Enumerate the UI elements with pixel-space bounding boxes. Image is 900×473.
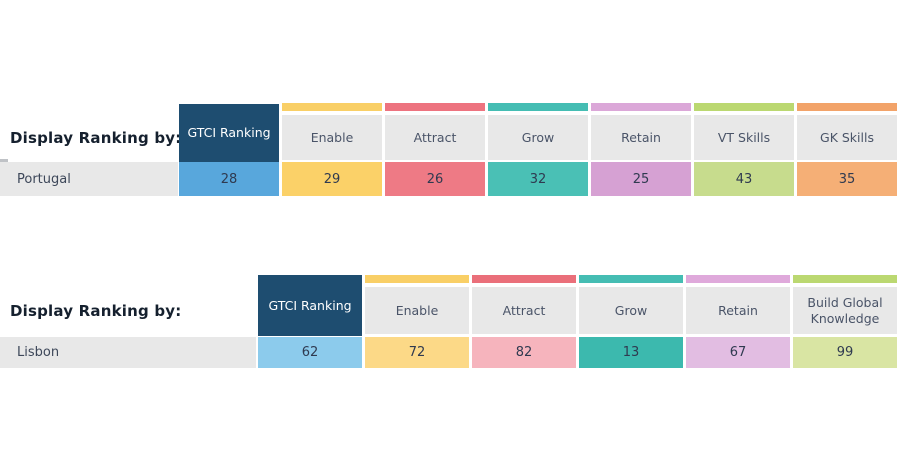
left-edge-tick — [0, 159, 8, 163]
column-enable[interactable]: Enable 29 — [282, 103, 382, 196]
column-grow[interactable]: Grow 32 — [488, 103, 588, 196]
column-header-grow[interactable]: Grow — [579, 287, 683, 334]
rank-value-attract: 26 — [385, 162, 485, 196]
column-header-attract[interactable]: Attract — [385, 115, 485, 160]
column-color-bar — [579, 275, 683, 283]
column-header-retain[interactable]: Retain — [591, 115, 691, 160]
row-label-lisbon: Lisbon — [0, 337, 256, 368]
rank-value-attract: 82 — [472, 337, 576, 368]
rank-value-enable: 29 — [282, 162, 382, 196]
column-header-attract[interactable]: Attract — [472, 287, 576, 334]
rank-value-build-global-knowledge: 99 — [793, 337, 897, 368]
column-header-gtci-ranking[interactable]: GTCI Ranking — [179, 104, 279, 162]
column-color-bar — [365, 275, 469, 283]
rank-value-gtci: 28 — [179, 162, 279, 196]
ranking-table-lisbon: GTCI Ranking 62 Enable 72 Attract 82 Gro… — [258, 275, 897, 368]
column-gtci-ranking[interactable]: GTCI Ranking 28 — [179, 103, 279, 196]
column-color-bar — [488, 103, 588, 111]
column-header-grow[interactable]: Grow — [488, 115, 588, 160]
rank-value-retain: 67 — [686, 337, 790, 368]
column-attract[interactable]: Attract 26 — [385, 103, 485, 196]
column-color-bar — [472, 275, 576, 283]
column-header-gk-skills[interactable]: GK Skills — [797, 115, 897, 160]
column-header-vt-skills[interactable]: VT Skills — [694, 115, 794, 160]
rank-value-gk-skills: 35 — [797, 162, 897, 196]
column-color-bar — [591, 103, 691, 111]
rank-value-enable: 72 — [365, 337, 469, 368]
column-color-bar — [385, 103, 485, 111]
column-color-bar — [793, 275, 897, 283]
column-header-build-global-knowledge[interactable]: Build Global Knowledge — [793, 287, 897, 334]
column-grow[interactable]: Grow 13 — [579, 275, 683, 368]
column-retain[interactable]: Retain 25 — [591, 103, 691, 196]
rank-value-grow: 32 — [488, 162, 588, 196]
column-header-enable[interactable]: Enable — [365, 287, 469, 334]
column-header-retain[interactable]: Retain — [686, 287, 790, 334]
column-color-bar — [282, 103, 382, 111]
column-build-global-knowledge[interactable]: Build Global Knowledge 99 — [793, 275, 897, 368]
display-ranking-by-label: Display Ranking by: — [10, 128, 182, 147]
column-enable[interactable]: Enable 72 — [365, 275, 469, 368]
column-vt-skills[interactable]: VT Skills 43 — [694, 103, 794, 196]
row-label-portugal: Portugal — [0, 162, 178, 196]
rank-value-retain: 25 — [591, 162, 691, 196]
column-gk-skills[interactable]: GK Skills 35 — [797, 103, 897, 196]
column-color-bar — [694, 103, 794, 111]
ranking-table-portugal: GTCI Ranking 28 Enable 29 Attract 26 Gro… — [179, 103, 897, 196]
column-header-gtci-ranking[interactable]: GTCI Ranking — [258, 275, 362, 336]
column-color-bar — [686, 275, 790, 283]
rank-value-grow: 13 — [579, 337, 683, 368]
column-attract[interactable]: Attract 82 — [472, 275, 576, 368]
column-color-bar — [797, 103, 897, 111]
rank-value-gtci: 62 — [258, 337, 362, 368]
column-gtci-ranking[interactable]: GTCI Ranking 62 — [258, 275, 362, 368]
column-header-enable[interactable]: Enable — [282, 115, 382, 160]
column-retain[interactable]: Retain 67 — [686, 275, 790, 368]
rank-value-vt-skills: 43 — [694, 162, 794, 196]
display-ranking-by-label: Display Ranking by: — [10, 301, 182, 320]
